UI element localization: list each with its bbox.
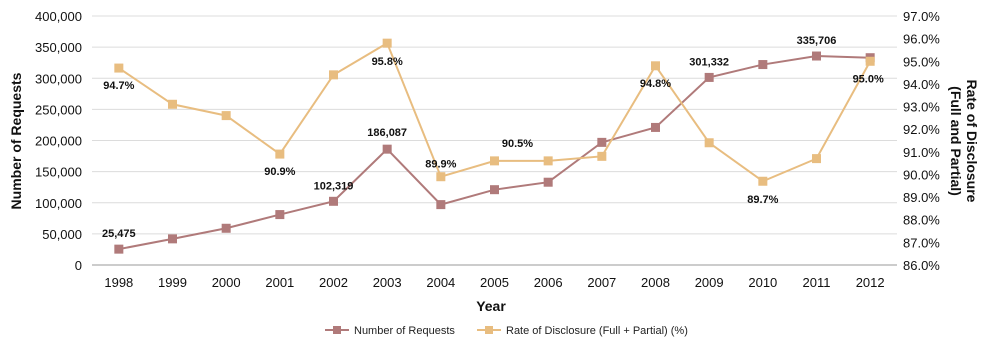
- left-tick-label: 100,000: [35, 196, 82, 211]
- series-0-point: [758, 60, 768, 70]
- series-line-0: [118, 55, 871, 251]
- series-0-point: [114, 244, 124, 254]
- x-tick-label: 1998: [104, 275, 133, 290]
- x-axis-title: Year: [476, 298, 506, 314]
- series-0-point: [221, 223, 231, 233]
- series-1-point: [758, 176, 768, 186]
- left-axis-ticks: 0 50,000 100,000 150,000 200,000 250,000 300,0…: [35, 9, 82, 273]
- x-tick-label: 2011: [803, 275, 831, 290]
- series-1-point: [114, 63, 124, 73]
- legend-disclosure-marker: [485, 326, 493, 334]
- right-tick-label: 96.0%: [903, 32, 940, 47]
- legend-requests-marker: [333, 326, 341, 334]
- series-1-point: [543, 156, 553, 166]
- series-0-point: [436, 200, 446, 210]
- x-tick-label: 2012: [856, 275, 885, 290]
- series-1-point: [490, 156, 499, 166]
- right-tick-label: 93.0%: [903, 100, 940, 115]
- right-axis-title-line2: (Full and Partial): [948, 86, 964, 196]
- series-0-point: [329, 196, 338, 206]
- series-1-data-label: 89.9%: [425, 159, 456, 171]
- series-1-point: [865, 56, 875, 66]
- data-labels: 25,475 102,319 186,087 301,332 335,706 94.7% 9…: [102, 35, 884, 240]
- x-tick-label: 2005: [480, 275, 509, 290]
- right-tick-label: 88.0%: [903, 213, 940, 228]
- right-tick-label: 91.0%: [903, 145, 940, 160]
- series-0-data-label: 186,087: [367, 127, 407, 139]
- series-1-point: [812, 154, 821, 164]
- left-tick-label: 0: [75, 258, 82, 273]
- right-tick-label: 94.0%: [903, 77, 940, 92]
- series-0-point: [490, 185, 499, 195]
- x-tick-label: 2004: [426, 275, 455, 290]
- series-0-data-label: 102,319: [314, 180, 354, 192]
- legend: Number of Requests Rate of Disclosure (F…: [325, 325, 688, 337]
- series-0-point: [543, 177, 553, 187]
- right-tick-label: 90.0%: [903, 167, 940, 182]
- x-tick-label: 2009: [695, 275, 724, 290]
- right-tick-label: 97.0%: [903, 9, 940, 24]
- legend-item-disclosure: Rate of Disclosure (Full + Partial) (%): [477, 325, 688, 337]
- series-1-data-label: 89.7%: [747, 194, 778, 206]
- series-1-point: [436, 172, 446, 182]
- series-1-data-label: 90.9%: [264, 166, 295, 178]
- x-tick-label: 2001: [265, 275, 294, 290]
- series-0-point: [382, 144, 392, 154]
- right-tick-label: 87.0%: [903, 235, 940, 250]
- x-tick-label: 2008: [641, 275, 670, 290]
- series-1-point: [221, 111, 231, 121]
- series-0-data-label: 335,706: [797, 35, 837, 47]
- right-tick-label: 95.0%: [903, 54, 940, 69]
- x-tick-label: 2002: [319, 275, 348, 290]
- series-0-point: [168, 234, 177, 244]
- series-1-data-label: 95.0%: [853, 73, 884, 85]
- left-tick-label: 350,000: [35, 40, 82, 55]
- series-0-point: [812, 51, 821, 61]
- series-1-point: [651, 61, 660, 71]
- left-tick-label: 300,000: [35, 71, 82, 86]
- right-tick-label: 92.0%: [903, 122, 940, 137]
- x-tick-label: 1999: [158, 275, 187, 290]
- x-tick-label: 2003: [373, 275, 402, 290]
- x-axis-ticks: 1998 1999 2000 2001 2002 2003 2004 2005 2006 2007…: [104, 275, 884, 290]
- left-tick-label: 250,000: [35, 102, 82, 117]
- x-tick-label: 2007: [587, 275, 616, 290]
- series-1-data-label: 94.7%: [103, 80, 134, 92]
- x-tick-label: 2000: [212, 275, 241, 290]
- series-layer: [114, 38, 875, 254]
- right-tick-label: 86.0%: [903, 258, 940, 273]
- legend-item-requests: Number of Requests: [325, 325, 455, 337]
- series-1-data-label: 94.8%: [640, 78, 671, 90]
- left-tick-label: 200,000: [35, 134, 82, 149]
- right-tick-label: 89.0%: [903, 190, 940, 205]
- left-axis-title: Number of Requests: [8, 72, 24, 209]
- series-1-data-label: 95.8%: [372, 56, 403, 68]
- series-1-point: [168, 99, 177, 109]
- left-tick-label: 150,000: [35, 165, 82, 180]
- legend-disclosure-label: Rate of Disclosure (Full + Partial) (%): [506, 325, 688, 337]
- x-tick-label: 2010: [748, 275, 777, 290]
- series-1-point: [329, 70, 338, 80]
- right-axis-title-line1: Rate of Disclosure: [964, 80, 980, 203]
- series-1-point: [275, 149, 285, 159]
- legend-requests-label: Number of Requests: [354, 325, 455, 337]
- series-0-data-label: 301,332: [689, 56, 729, 68]
- series-1-data-label: 90.5%: [502, 138, 533, 150]
- series-0-point: [704, 72, 714, 82]
- left-tick-label: 50,000: [42, 227, 82, 242]
- series-1-point: [704, 138, 714, 148]
- series-0-point: [275, 210, 285, 220]
- series-0-data-label: 25,475: [102, 228, 136, 240]
- series-1-point: [382, 38, 392, 48]
- series-1-point: [597, 151, 607, 161]
- x-tick-label: 2006: [534, 275, 563, 290]
- gridlines: [92, 15, 897, 266]
- right-axis-ticks: 86.0% 87.0% 88.0% 89.0% 90.0% 91.0% 92.0% 93.0%…: [903, 9, 940, 273]
- series-0-point: [597, 137, 607, 147]
- series-0-point: [651, 122, 660, 132]
- left-tick-label: 400,000: [35, 9, 82, 24]
